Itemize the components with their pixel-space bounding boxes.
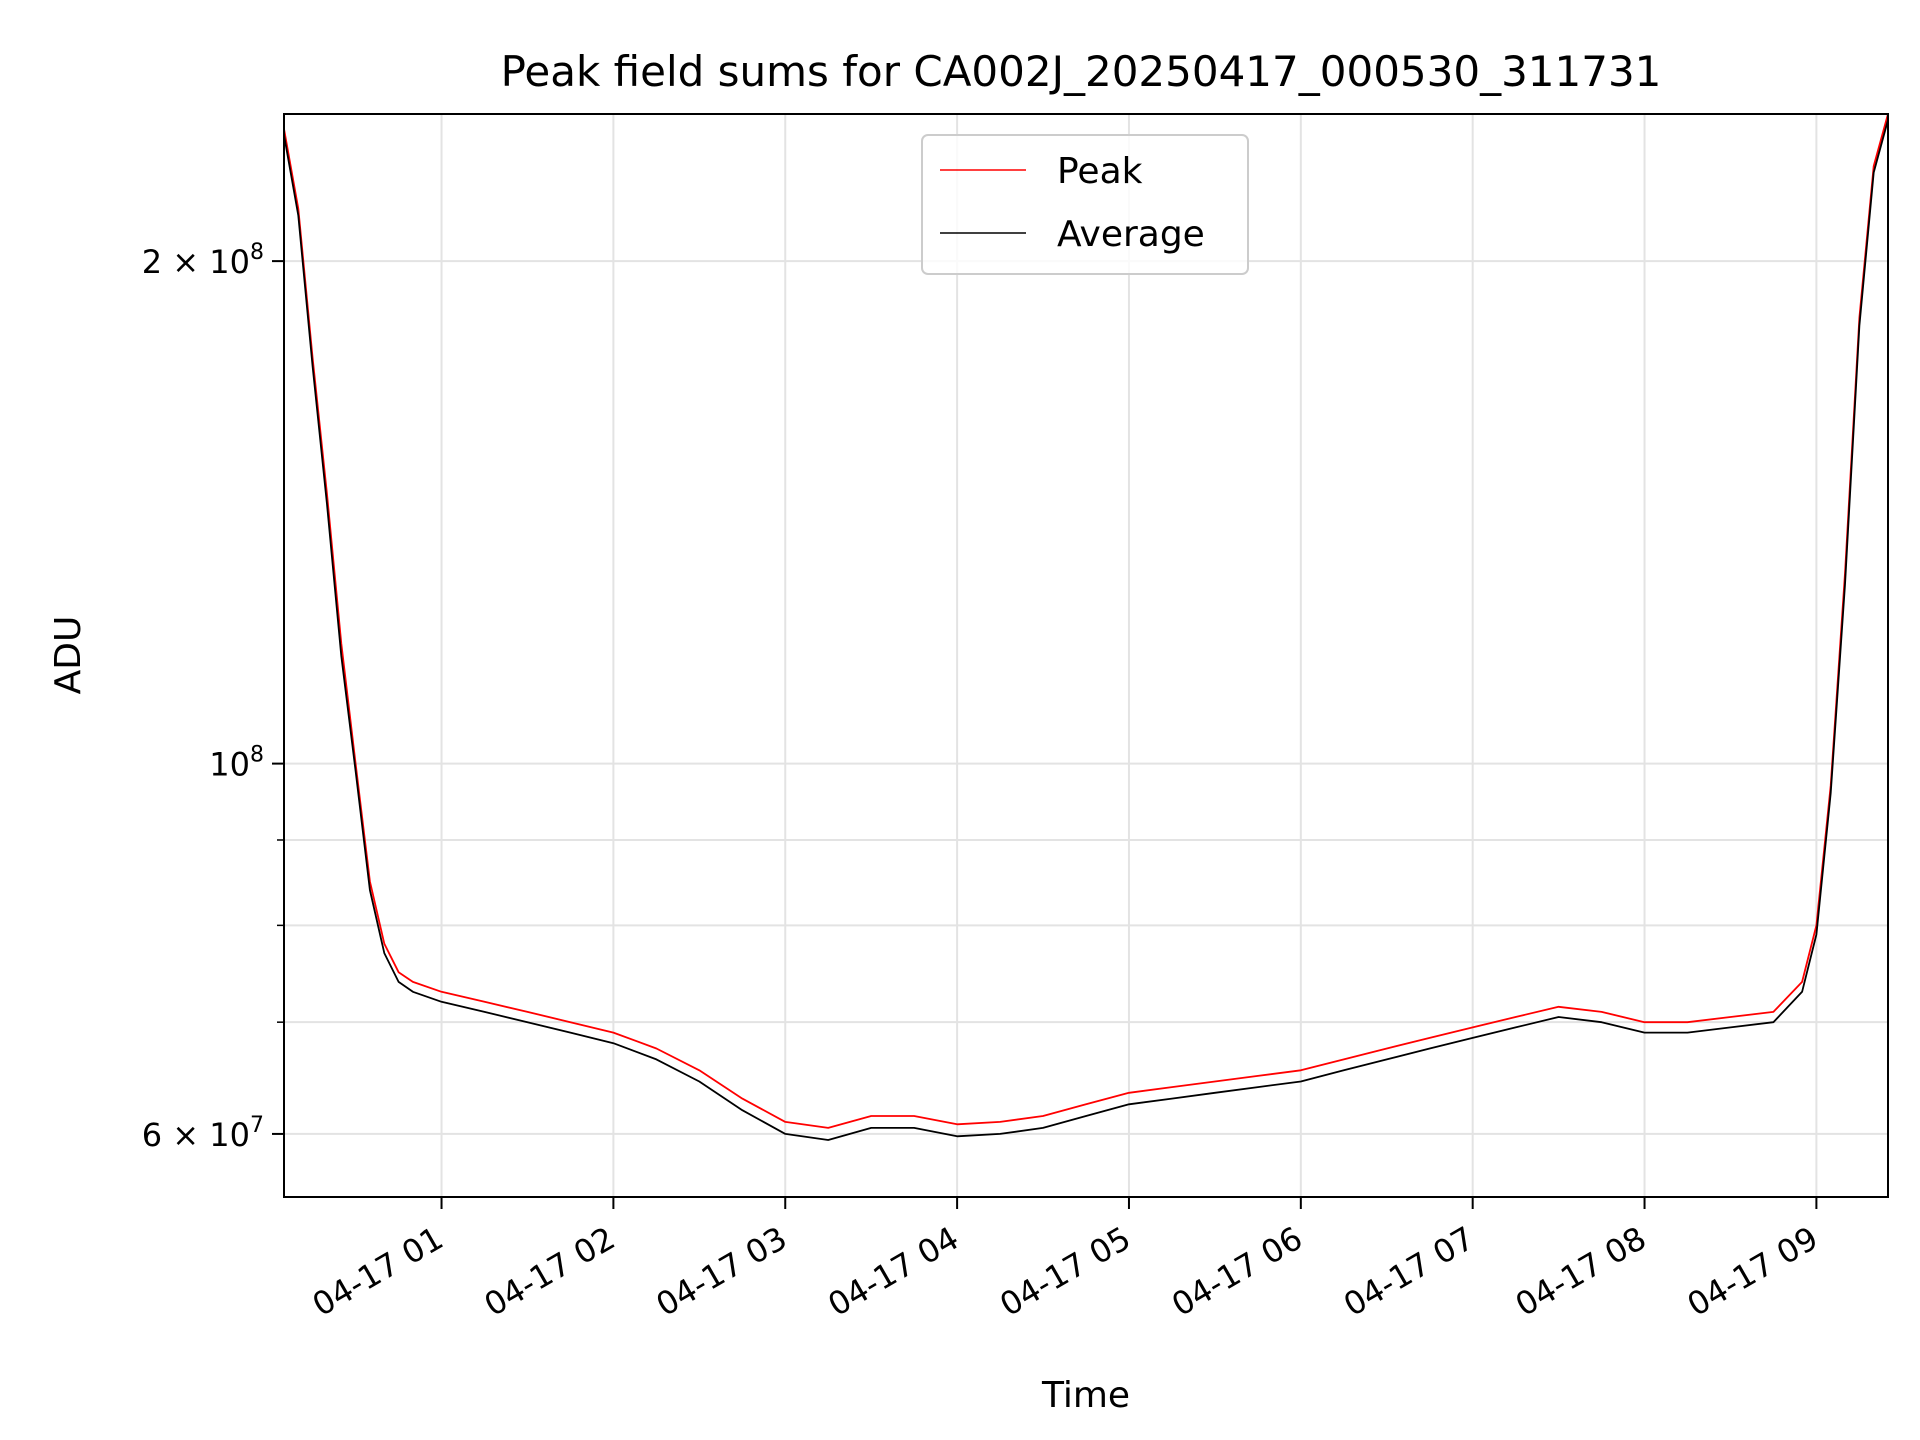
y-tick-label: 108 — [209, 743, 264, 784]
grid — [284, 114, 1888, 1197]
legend: Peak Average — [921, 134, 1249, 275]
series-line-peak — [284, 114, 1888, 1129]
series-layer — [284, 114, 1888, 1141]
series-line-average — [284, 119, 1888, 1141]
x-axis-label: Time — [1041, 1375, 1130, 1416]
chart-title: Peak field sums for CA002J_20250417_0005… — [501, 47, 1662, 96]
y-tick-label: 6 × 107 — [142, 1113, 264, 1154]
plot-frame — [283, 113, 1889, 1198]
y-axis-label: ADU — [48, 616, 89, 695]
y-tick-label: 2 × 108 — [142, 240, 264, 281]
legend-label-peak: Peak — [1057, 151, 1143, 192]
legend-label-average: Average — [1057, 214, 1205, 255]
